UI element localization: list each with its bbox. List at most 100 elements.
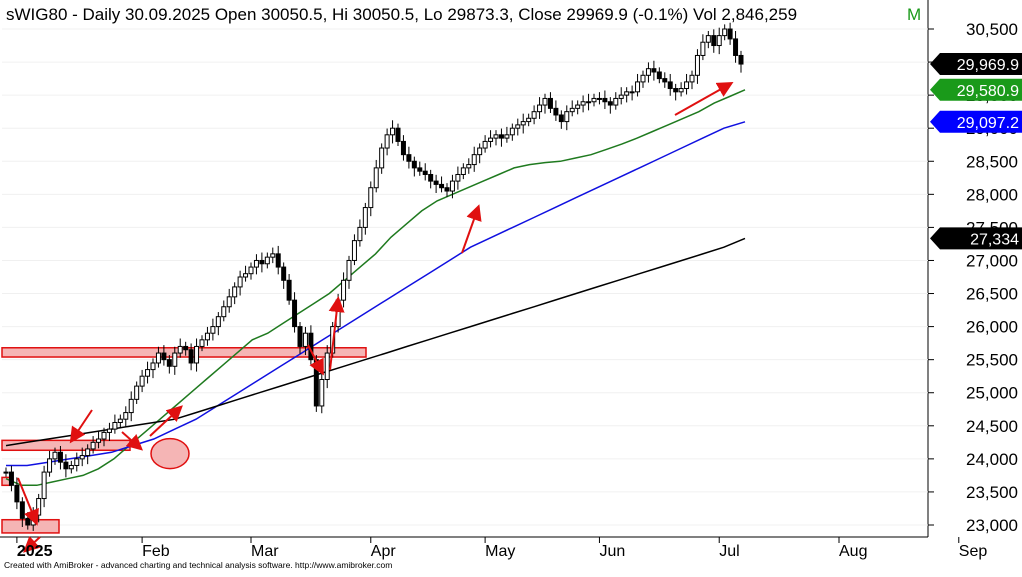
candle-body — [651, 68, 657, 73]
price-label-bg — [930, 78, 1022, 101]
candle-body — [482, 140, 488, 149]
y-tick-label: 28,000 — [966, 185, 1018, 204]
candle-body — [498, 134, 504, 139]
annotation-arrow — [121, 431, 143, 451]
y-tick-label: 27,000 — [966, 251, 1018, 270]
candle-body — [36, 498, 42, 516]
candle-body — [221, 306, 227, 318]
candle-body — [281, 266, 287, 281]
candle-body — [128, 398, 134, 414]
price-label-bg — [930, 110, 1022, 133]
annotation-arrow — [307, 344, 324, 376]
candle-body — [455, 173, 461, 182]
candle-body — [635, 81, 641, 93]
candle-body — [607, 101, 613, 106]
candle-body — [477, 147, 483, 156]
candle-body — [166, 359, 172, 367]
candle-body — [542, 97, 548, 106]
candle-body — [509, 127, 515, 136]
x-tick-label: Jun — [599, 543, 625, 560]
candle-body — [351, 240, 357, 261]
crossover-ellipse — [150, 437, 190, 470]
candle-body — [215, 316, 221, 328]
candle-body — [134, 385, 140, 400]
candle-body — [74, 458, 80, 466]
candle-body — [694, 54, 700, 76]
candle-body — [145, 369, 151, 377]
candle-body — [243, 273, 249, 278]
candle-body — [515, 124, 521, 129]
y-tick-label: 26,000 — [966, 318, 1018, 337]
candle-body — [640, 74, 646, 83]
y-tick-label: 25,000 — [966, 384, 1018, 403]
candle-body — [362, 207, 368, 228]
candle-body — [558, 114, 564, 123]
candle-body — [139, 375, 145, 387]
candle-body — [150, 362, 156, 371]
candle-body — [471, 154, 477, 166]
y-tick-label: 25,500 — [966, 351, 1018, 370]
candle-body — [390, 127, 396, 136]
candle-body — [684, 81, 690, 90]
candle-body — [493, 134, 499, 139]
annotation-arrow — [149, 405, 183, 437]
candle-body — [575, 104, 581, 109]
x-tick-label: Sep — [959, 543, 988, 560]
candle-body — [112, 421, 118, 430]
candle-body — [63, 461, 69, 470]
chart-title: sWIG80 - Daily 30.09.2025 Open 30050.5, … — [6, 5, 797, 24]
candle-body — [313, 359, 319, 407]
candle-body — [41, 471, 47, 500]
candle-body — [232, 286, 238, 298]
candle-body — [400, 140, 406, 156]
candle-body — [613, 97, 619, 106]
price-label-bg — [930, 53, 1022, 76]
candle-body — [580, 101, 586, 106]
annotation-arrow — [461, 204, 482, 254]
candle-body — [199, 339, 205, 347]
candle-body — [667, 81, 673, 90]
annotation-arrow — [17, 477, 39, 526]
annotation-arrow — [23, 535, 41, 553]
candle-body — [183, 345, 189, 351]
candle-body — [395, 127, 401, 142]
candle-body — [96, 438, 102, 443]
x-tick-label: Jul — [719, 543, 739, 560]
candle-body — [319, 379, 325, 407]
candle-body — [531, 111, 537, 119]
candle-body — [700, 41, 706, 56]
candle-body — [733, 38, 739, 56]
price-label-bg — [930, 227, 1022, 250]
candle-body — [47, 458, 53, 473]
candle-body — [449, 180, 455, 192]
candle-body — [629, 91, 635, 94]
candle-body — [117, 418, 123, 423]
price-label-text: 29,097.2 — [957, 115, 1019, 132]
candle-body — [19, 501, 25, 519]
candle-body — [155, 352, 161, 364]
candle-body — [270, 253, 276, 258]
x-tick-label: 2025 — [17, 543, 53, 560]
candle-body — [101, 431, 107, 440]
candle-body — [302, 332, 308, 347]
candle-body — [52, 451, 58, 460]
moving-average-line-3 — [5, 237, 746, 447]
candle-body — [237, 276, 243, 288]
candle-body — [417, 167, 423, 172]
candle-body — [738, 54, 744, 65]
annotation-arrow — [69, 409, 93, 444]
small-zone — [1, 476, 11, 487]
y-tick-label: 24,500 — [966, 417, 1018, 436]
candle-body — [722, 28, 728, 37]
candle-body — [14, 484, 20, 503]
candle-body — [292, 299, 298, 328]
candle-body — [90, 441, 96, 450]
candle-body — [204, 332, 210, 341]
candle-body — [678, 88, 684, 93]
candle-body — [379, 147, 385, 169]
candle-body — [618, 94, 624, 99]
candle-body — [85, 448, 91, 457]
candle-body — [123, 412, 129, 420]
candle-body — [341, 279, 347, 301]
